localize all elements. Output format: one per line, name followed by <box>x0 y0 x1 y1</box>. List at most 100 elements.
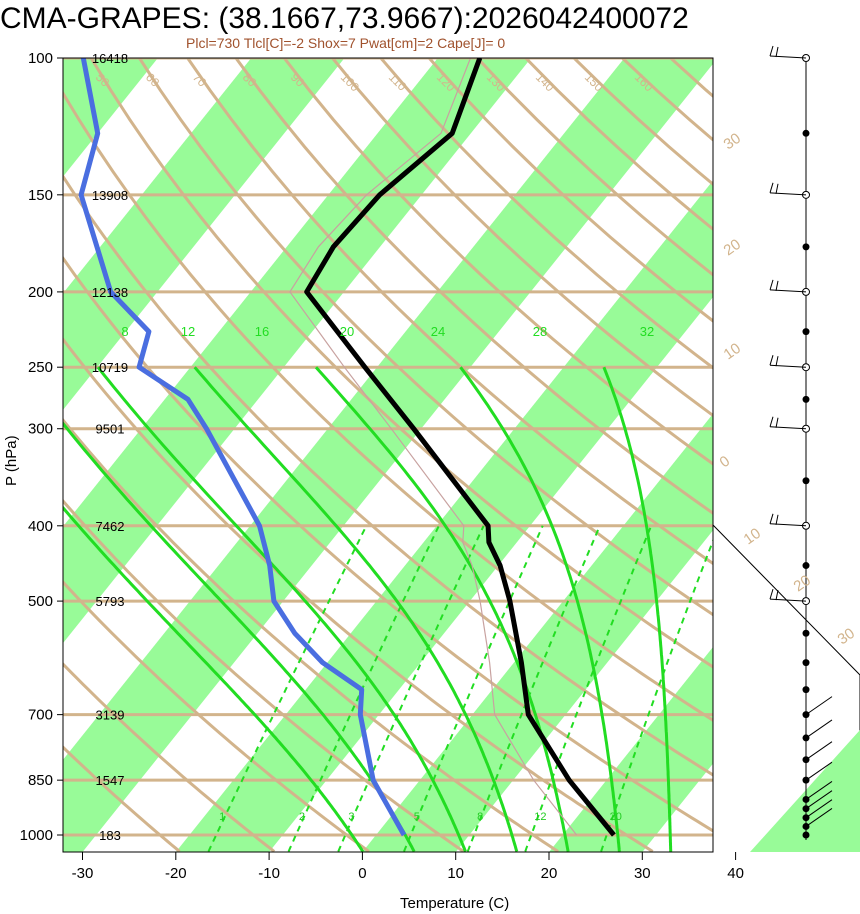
dry-adiabat-line <box>63 417 559 852</box>
temperature-profile <box>304 58 616 837</box>
wind-barb-low <box>805 696 833 716</box>
height-label: 16418 <box>92 51 128 66</box>
mixing-ratio-line <box>524 525 653 852</box>
height-label: 13908 <box>92 188 128 203</box>
moist-adiabat-label: 32 <box>640 324 654 339</box>
wind-barb-flag <box>775 356 779 367</box>
dry-adiabat-line <box>63 173 713 777</box>
mixing-ratio-label: 5 <box>414 811 420 823</box>
mixing-ratio-label: 1 <box>219 811 225 823</box>
dry-adiabat-line <box>63 745 181 852</box>
plot-frame <box>62 57 714 853</box>
wind-barb-low <box>805 761 833 781</box>
dry-adiabat-label: 30 <box>721 130 744 153</box>
wind-barb-shaft <box>769 598 807 602</box>
moist-adiabat-label: 24 <box>431 324 445 339</box>
y-tick-label: 300 <box>28 421 53 438</box>
isotherm-band <box>63 58 345 410</box>
height-label: 183 <box>99 828 121 843</box>
wind-barb-flag <box>775 46 779 58</box>
height-label: 3139 <box>96 708 125 723</box>
x-axis-label: Temperature (C) <box>400 895 509 912</box>
wind-barb-flag <box>769 279 774 291</box>
dry-adiabat-label: 10 <box>721 340 744 363</box>
moist-adiabat-label: 8 <box>121 324 128 339</box>
sounding-profiles <box>78 58 616 837</box>
y-tick-label: 400 <box>28 518 53 535</box>
x-tick-label: 40 <box>727 865 744 882</box>
moist-adiabat-line <box>193 366 519 852</box>
y-tick-label: 250 <box>28 359 53 376</box>
moist-adiabats <box>63 366 673 852</box>
dry-adiabat-line <box>89 58 713 669</box>
isotherm-band <box>63 58 713 852</box>
mixing-ratio-label: 20 <box>610 811 622 823</box>
dry-adiabat-line <box>138 58 713 617</box>
wind-barb-flag <box>775 514 779 525</box>
wind-level-dot <box>802 659 810 667</box>
moist-adiabat-line <box>459 366 621 852</box>
dry-adiabat-line <box>234 58 713 516</box>
height-label: 9501 <box>96 422 125 437</box>
mixing-ratio-line <box>287 525 440 852</box>
theta-label: 110 <box>386 70 410 94</box>
wind-barb-flag <box>775 280 779 291</box>
chart-subtitle: Plcl=730 Tlcl[C]=-2 Shox=7 Pwat[cm]=2 Ca… <box>186 35 505 51</box>
wind-barb-shaft <box>769 364 807 368</box>
wind-level-dot <box>802 562 810 570</box>
y-tick-label: 850 <box>28 772 53 789</box>
mixing-ratio-line <box>337 525 485 852</box>
mixing-ratio-label: 12 <box>534 811 546 823</box>
y-tick-label: 150 <box>28 187 53 204</box>
x-tick-label: 10 <box>447 865 464 882</box>
moist-adiabat-line <box>63 505 365 852</box>
y-tick-label: 500 <box>28 593 53 610</box>
dry-adiabat-line <box>63 661 276 852</box>
wind-barb-shaft <box>769 289 807 293</box>
wind-barb-shaft <box>769 523 807 527</box>
wind-barb-flag <box>775 417 779 428</box>
wind-barb-flag <box>769 588 774 600</box>
wind-barb-flag <box>769 513 774 524</box>
parcel-path <box>289 58 578 836</box>
wind-level-dot <box>802 686 810 694</box>
height-label: 10719 <box>92 360 128 375</box>
wind-barb-low <box>805 799 833 819</box>
wind-level-dot <box>802 831 810 839</box>
mixing-ratio-lines <box>207 525 713 852</box>
wind-barb-low <box>805 781 833 800</box>
dry-adiabat-label: 30 <box>835 625 858 648</box>
wind-barb-flag <box>769 45 774 57</box>
dewpoint-profile <box>78 58 407 837</box>
dry-adiabat-line <box>63 579 370 852</box>
mixing-ratio-line <box>600 538 713 852</box>
isotherm-bands <box>63 58 713 852</box>
theta-label: 140 <box>533 70 557 94</box>
dry-adiabat-label: 20 <box>721 236 744 259</box>
dry-adiabat-line <box>719 58 860 852</box>
wind-level-dot <box>802 629 810 637</box>
dry-adiabat-line <box>63 498 465 852</box>
wind-barb-shaft <box>769 426 807 430</box>
isotherm-band <box>362 413 713 852</box>
height-label: 12138 <box>92 285 128 300</box>
dry-adiabat-line <box>186 58 713 566</box>
moist-adiabat-label: 12 <box>181 324 195 339</box>
wind-barb-shaft <box>769 192 807 196</box>
dry-adiabat-label: 0 <box>717 453 734 472</box>
x-tick-label: 20 <box>541 865 558 882</box>
wind-barb-flag <box>769 182 774 193</box>
wind-barb-low <box>805 808 833 827</box>
y-tick-label: 1000 <box>20 827 53 844</box>
dry-adiabat-label: 10 <box>741 525 764 548</box>
wind-level-dot <box>802 395 810 403</box>
mixing-ratio-label: 8 <box>477 811 483 823</box>
mixing-ratio-label: 3 <box>348 811 354 823</box>
moist-adiabat-label: 28 <box>533 324 547 339</box>
wind-barb-flag <box>769 355 774 366</box>
mixing-ratio-line <box>403 525 544 852</box>
wind-panel-band <box>750 730 860 852</box>
wind-barb-low <box>805 719 833 739</box>
